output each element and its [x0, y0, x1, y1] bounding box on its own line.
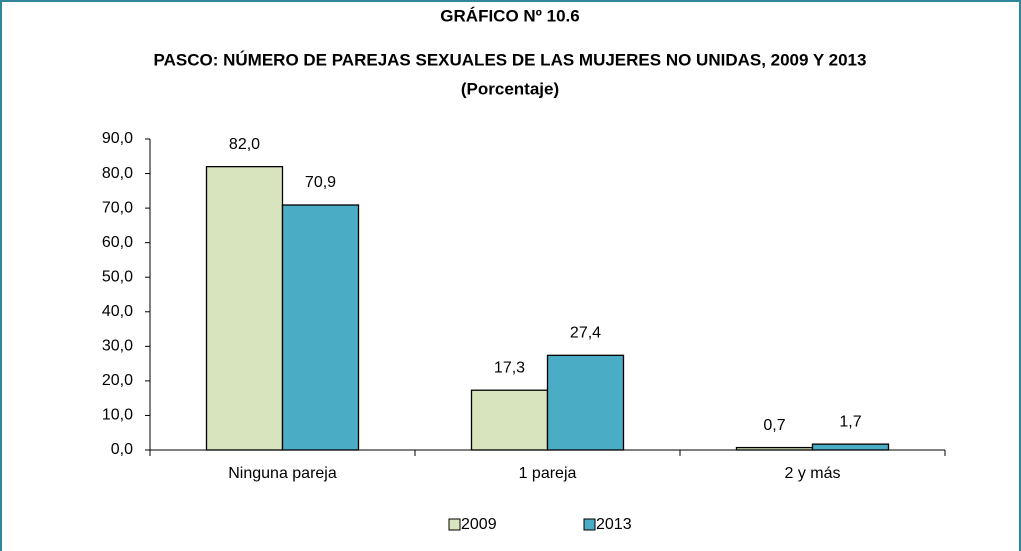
y-tick-label: 30,0 — [102, 338, 133, 355]
bar — [470, 389, 549, 451]
x-tick-label: Ninguna pareja — [228, 465, 337, 482]
value-label: 27,4 — [570, 325, 601, 342]
x-tick-label: 2 y más — [784, 465, 840, 482]
legend-swatch — [448, 518, 461, 531]
y-tick-label: 50,0 — [102, 268, 133, 285]
y-tick-label: 0,0 — [111, 441, 133, 458]
value-label: 82,0 — [229, 136, 260, 153]
chart-title: GRÁFICO Nº 10.6 — [440, 6, 579, 25]
value-label: 70,9 — [305, 174, 336, 191]
legend-swatch — [583, 518, 596, 531]
y-tick-label: 40,0 — [102, 303, 133, 320]
y-tick-label: 60,0 — [102, 234, 133, 251]
legend-label: 2013 — [596, 516, 632, 533]
y-tick-label: 90,0 — [102, 130, 133, 147]
value-label: 17,3 — [494, 359, 525, 376]
y-tick-label: 80,0 — [102, 165, 133, 182]
y-tick-label: 70,0 — [102, 199, 133, 216]
legend-label: 2009 — [461, 516, 497, 533]
chart-subtitle: PASCO: NÚMERO DE PAREJAS SEXUALES DE LAS… — [154, 50, 867, 69]
value-label: 0,7 — [763, 417, 785, 434]
bar — [205, 165, 284, 451]
y-tick-label: 20,0 — [102, 372, 133, 389]
y-tick-label: 10,0 — [102, 407, 133, 424]
value-label: 1,7 — [839, 413, 861, 430]
bar — [546, 354, 625, 451]
unit-label: (Porcentaje) — [461, 79, 559, 98]
bar — [811, 443, 890, 451]
bar — [735, 446, 814, 451]
bar — [281, 204, 360, 451]
x-tick-label: 1 pareja — [519, 465, 577, 482]
